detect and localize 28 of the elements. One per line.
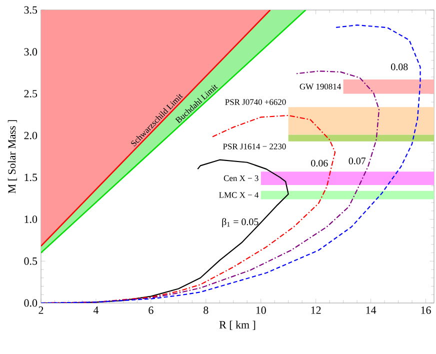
x-axis-title: R [ km ]: [219, 320, 256, 330]
series-label: 0.08: [391, 64, 408, 70]
x-tick-label: 10: [256, 306, 266, 314]
series-label: β$_{1}$ = 0.05: [222, 218, 258, 228]
x-tick-label: 6: [148, 306, 154, 314]
y-tick-label: 3.5: [24, 6, 38, 14]
y-tick-label: 2.5: [24, 90, 38, 98]
x-tick-label: 16: [421, 306, 431, 314]
line-series: [41, 24, 421, 303]
series-label: 0.06: [311, 160, 328, 167]
x-tick-label: 4: [93, 306, 99, 314]
x-tick-label: 2: [38, 306, 44, 314]
band-label: PSR J0740 +6620: [225, 99, 286, 105]
y-tick-label: 2.0: [24, 132, 38, 140]
x-tick-label: 12: [311, 306, 321, 314]
x-tick-label: 14: [366, 306, 376, 314]
band-label: GW 190814: [300, 84, 341, 90]
y-tick-label: 1.0: [24, 216, 38, 224]
y-tick-label: 1.5: [24, 174, 38, 182]
band-label: PSR J1614 − 2230: [223, 144, 286, 150]
y-tick-label: 0.0: [24, 299, 38, 307]
y-tick-label: 0.5: [24, 257, 38, 265]
y-tick-label: 3.0: [24, 48, 38, 56]
band-label: LMC X − 4: [219, 192, 259, 198]
x-tick-label: 8: [204, 306, 208, 314]
y-axis-title: M [ Solar Mass ]: [8, 120, 17, 194]
band-label: Cen X − 3: [224, 175, 258, 182]
series-label: 0.07: [348, 158, 366, 164]
